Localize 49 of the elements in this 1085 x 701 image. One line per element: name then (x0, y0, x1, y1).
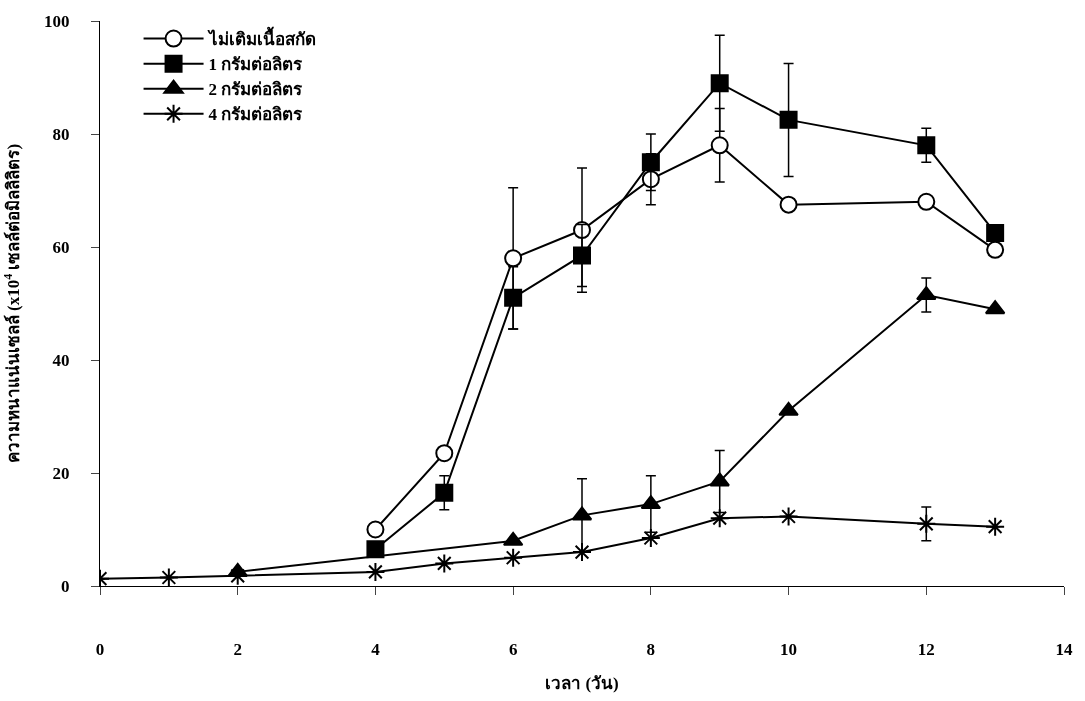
point (365, 561, 386, 582)
point (916, 513, 937, 534)
x-tick-label: 10 (780, 640, 798, 660)
point (366, 540, 385, 559)
point (917, 192, 936, 211)
point (434, 553, 455, 574)
x-tick-label: 14 (1055, 640, 1073, 660)
point (573, 246, 591, 265)
x-axis-title: เวลา (วัน) (545, 673, 619, 693)
point (227, 565, 248, 586)
point (779, 110, 798, 129)
point (435, 444, 454, 463)
point (640, 527, 661, 548)
point (916, 286, 937, 301)
point (435, 483, 454, 502)
legend-label: 1 กรัมต่อลิตร (208, 55, 304, 75)
point (917, 136, 936, 155)
point (778, 401, 799, 416)
point (779, 195, 798, 214)
point (158, 567, 179, 586)
point (366, 520, 385, 539)
x-tick-label: 2 (233, 640, 242, 660)
legend-label: 4 กรัมต่อลิตร (208, 105, 304, 125)
x-tick-label: 4 (371, 640, 381, 660)
point (504, 249, 523, 268)
point (709, 472, 730, 487)
y-tick-label: 0 (61, 576, 70, 596)
point (503, 547, 524, 568)
point (709, 508, 730, 529)
point (710, 74, 729, 93)
point (572, 542, 592, 563)
x-tick-label: 0 (95, 640, 105, 660)
y-tick-label: 40 (52, 350, 70, 370)
point (641, 153, 660, 172)
x-tick-label: 8 (646, 640, 656, 660)
y-tick-label: 80 (52, 124, 70, 144)
point (504, 288, 523, 307)
legend-label: ไม่เติมเนื้อสกัด (206, 26, 316, 50)
point (986, 240, 1005, 259)
point (778, 506, 799, 527)
y-tick-label: 20 (52, 463, 70, 483)
y-tick-label: 60 (52, 237, 70, 257)
legend-label: 2 กรัมต่อลิตร (208, 80, 304, 100)
x-tick-label: 6 (508, 640, 518, 660)
x-tick-label: 12 (917, 640, 935, 660)
point (986, 223, 1005, 242)
point (985, 516, 1006, 537)
y-tick-label: 100 (44, 11, 70, 31)
point (710, 136, 729, 155)
